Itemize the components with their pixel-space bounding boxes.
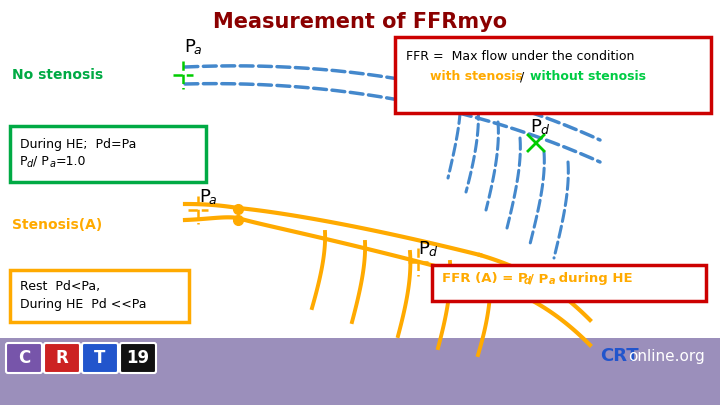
Text: During HE;  Pd=Pa: During HE; Pd=Pa: [20, 138, 136, 151]
Text: Rest  Pd<Pa,: Rest Pd<Pa,: [20, 280, 100, 293]
Text: R: R: [55, 349, 68, 367]
FancyBboxPatch shape: [395, 37, 711, 113]
Text: FFR (A) = P: FFR (A) = P: [442, 272, 528, 285]
Text: during HE: during HE: [554, 272, 633, 285]
Text: During HE  Pd <<Pa: During HE Pd <<Pa: [20, 298, 146, 311]
Text: P: P: [199, 188, 210, 206]
Text: a: a: [208, 194, 215, 207]
Text: Stenosis(A): Stenosis(A): [12, 218, 102, 232]
Text: without stenosis: without stenosis: [530, 70, 646, 83]
FancyBboxPatch shape: [44, 343, 80, 373]
Text: P: P: [530, 118, 541, 136]
Text: / P: / P: [33, 155, 49, 168]
Text: P: P: [418, 240, 429, 258]
Text: =1.0: =1.0: [56, 155, 86, 168]
FancyBboxPatch shape: [10, 270, 189, 322]
FancyBboxPatch shape: [6, 343, 42, 373]
Text: d: d: [524, 276, 531, 286]
Text: Measurement of FFRmyo: Measurement of FFRmyo: [213, 12, 507, 32]
Bar: [0, 338, 720, 405]
FancyBboxPatch shape: [432, 265, 706, 301]
FancyBboxPatch shape: [10, 126, 206, 182]
Text: T: T: [94, 349, 106, 367]
Text: a: a: [549, 276, 556, 286]
Text: CRT: CRT: [600, 347, 639, 365]
Text: FFR =  Max flow under the condition: FFR = Max flow under the condition: [406, 50, 634, 63]
Text: online.org: online.org: [628, 348, 705, 364]
Text: with stenosis: with stenosis: [430, 70, 523, 83]
FancyBboxPatch shape: [82, 343, 118, 373]
Text: a: a: [193, 44, 201, 57]
Text: d: d: [428, 246, 436, 259]
FancyBboxPatch shape: [120, 343, 156, 373]
Text: P: P: [184, 38, 195, 56]
Text: d: d: [540, 124, 548, 137]
Text: d: d: [27, 159, 33, 169]
Text: No stenosis: No stenosis: [12, 68, 103, 82]
Text: 19: 19: [127, 349, 150, 367]
Text: / P: / P: [529, 272, 548, 285]
Text: a: a: [50, 159, 56, 169]
Text: C: C: [18, 349, 30, 367]
Text: /: /: [520, 70, 528, 83]
Text: P: P: [20, 155, 27, 168]
